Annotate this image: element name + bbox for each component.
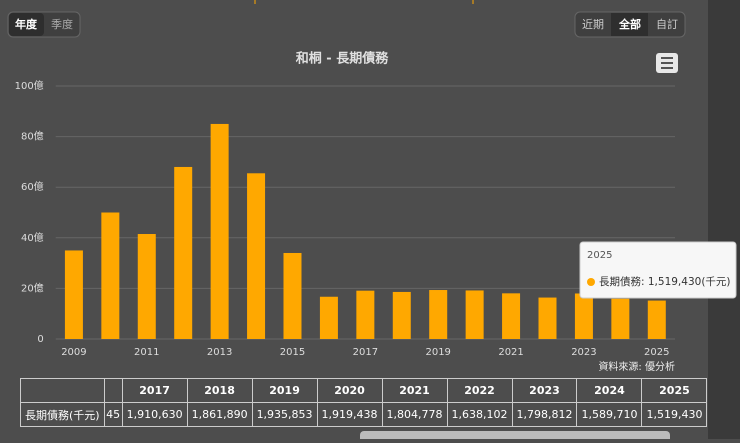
table-cell: 1,935,853: [251, 402, 318, 427]
table-cell: 1,861,890: [186, 402, 253, 427]
bar: [429, 290, 448, 339]
table-cell: [103, 378, 123, 403]
x-tick-label: 2025: [644, 347, 669, 358]
bar: [502, 293, 521, 339]
table-cell: 長期債務(千元): [20, 402, 105, 427]
y-tick-label: 100億: [15, 79, 44, 92]
active-button: [9, 13, 44, 36]
button[interactable]: 近期: [582, 18, 604, 31]
button[interactable]: 自訂: [656, 17, 678, 31]
tooltip-dot: [587, 278, 595, 286]
menu-icon: [661, 57, 673, 69]
y-tick-label: 60億: [21, 180, 44, 193]
table-cell: 1,804,778: [381, 402, 448, 427]
table-cell: 1,919,438: [316, 402, 383, 427]
tooltip-text: 長期債務: 1,519,430(千元): [599, 275, 731, 288]
y-tick-label: 80億: [21, 130, 44, 143]
side-panel: [708, 0, 740, 439]
y-tick-label: 0: [37, 334, 43, 345]
table-cell: 2020: [316, 378, 383, 403]
bar: [210, 123, 229, 339]
bar: [574, 293, 593, 339]
x-tick-label: 2015: [280, 347, 305, 358]
bar: [465, 290, 484, 339]
x-tick-label: 2009: [61, 347, 86, 358]
table-cell: 2019: [251, 378, 318, 403]
button[interactable]: 季度: [51, 17, 73, 31]
bar: [392, 291, 411, 339]
table-cell: [20, 378, 105, 403]
bar: [647, 300, 666, 339]
active-button: [611, 13, 648, 36]
table-cell: 2023: [511, 378, 578, 403]
bar: [64, 250, 83, 339]
x-tick-label: 2023: [571, 347, 596, 358]
table-cell: 2022: [446, 378, 513, 403]
table-cell: 1,638,102: [446, 402, 513, 427]
y-tick-label: 20億: [21, 281, 44, 294]
bar: [283, 252, 302, 339]
x-tick-label: 2021: [498, 347, 523, 358]
table-cell: 2021: [381, 378, 448, 403]
button[interactable]: 全部: [618, 17, 641, 31]
x-tick-label: 2011: [134, 347, 159, 358]
bar: [611, 298, 630, 339]
table-cell: 2018: [186, 378, 253, 403]
data-table: 2017 2018 2019 2020 2021 2022 2023 2024 2025 長期債務…: [20, 378, 708, 427]
table-cell: 2025: [641, 378, 708, 403]
chart-title: 和桐 - 長期債務: [296, 51, 389, 67]
bar: [319, 296, 338, 339]
tooltip-box: [579, 241, 737, 299]
x-tick-label: 2013: [207, 347, 232, 358]
bar: [137, 234, 156, 339]
bar: [174, 166, 193, 339]
table-cell: 45: [103, 402, 123, 427]
bar: [101, 212, 120, 339]
y-tick-label: 40億: [21, 231, 44, 244]
bar: [356, 290, 375, 339]
table-cell: 1,589,710: [576, 402, 643, 427]
table-cell: 1,519,430: [641, 402, 708, 427]
button[interactable]: 年度: [15, 17, 38, 31]
table-cell: 2024: [576, 378, 643, 403]
table-cell: 2017: [121, 378, 188, 403]
x-tick-label: 2019: [425, 347, 450, 358]
scrollbar[interactable]: [360, 431, 670, 439]
bar: [247, 173, 266, 339]
table-cell: 1,910,630: [121, 402, 188, 427]
tooltip-title: 2025: [587, 250, 612, 261]
x-tick-label: 2017: [353, 347, 378, 358]
bar: [538, 297, 557, 339]
table-cell: 1,798,812: [511, 402, 578, 427]
credit: 資料來源: 優分析: [598, 360, 675, 373]
